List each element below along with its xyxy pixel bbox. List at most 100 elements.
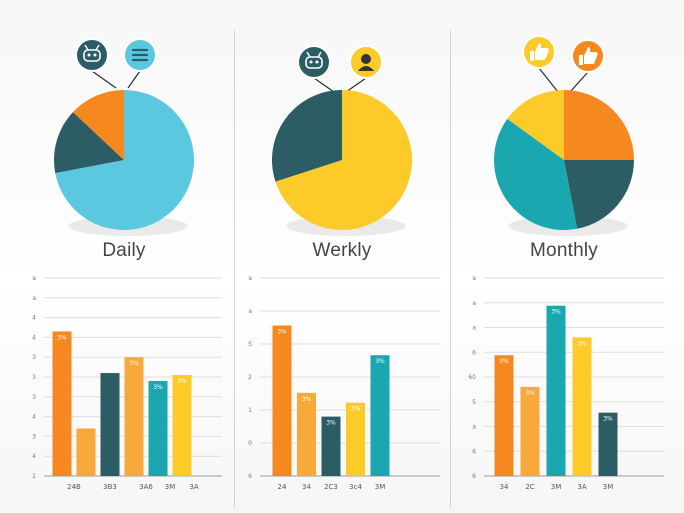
bar-data-label: 3% (375, 358, 385, 365)
bar-2 (520, 386, 540, 476)
y-tick-label: 6 (472, 349, 476, 356)
bar-5 (148, 380, 168, 476)
bar-data-label: 3% (525, 390, 535, 397)
pie-slice-1 (564, 90, 634, 160)
icon-connector-line (345, 77, 367, 93)
thumbs-up-icon (522, 35, 556, 69)
bar-2 (297, 392, 316, 476)
y-tick-label: a (32, 295, 36, 302)
panel-divider-right (450, 30, 451, 508)
bar-data-label: 3% (351, 406, 361, 413)
daily-bar-chart: a a 4 4 3 3 3 4 3 4 1 3% 3% 3% 3% 24B 3B3 3A6 3M 3A (32, 275, 222, 491)
x-tick-label: 24 (278, 483, 287, 491)
pie-slice-1 (275, 90, 412, 230)
bar-data-label: 3% (326, 420, 336, 427)
daily-panel: Daily a a 4 4 3 3 3 4 3 4 1 3% 3% 3% 3% 24B 3B3 3A6 3M 3A (14, 0, 234, 513)
menu-lines-icon (123, 38, 157, 72)
bar-data-label: 3% (603, 416, 613, 423)
bar-1 (494, 355, 514, 476)
bar-data-label: 3% (499, 358, 509, 365)
x-tick-label: 34 (500, 483, 509, 491)
bar-1 (272, 325, 292, 476)
icon-connector-line (313, 77, 335, 93)
pie-slice-2 (272, 90, 342, 182)
daily-title: Daily (102, 240, 146, 261)
x-tick-label: 3c4 (349, 483, 362, 491)
monthly-pie-chart (494, 35, 634, 236)
robot-icon (297, 45, 331, 79)
bar-2 (76, 428, 96, 476)
bar-data-label: 3% (153, 384, 163, 391)
bar-1 (52, 331, 72, 476)
x-tick-label: 3M (551, 483, 562, 491)
y-tick-label: 1 (32, 473, 36, 480)
x-tick-label: 3B3 (103, 483, 117, 491)
x-tick-label: 34 (302, 483, 311, 491)
bar-3 (321, 416, 341, 476)
monthly-bar-chart: a a a 6 60 5 a 6 6 3% 3% 3% 3% 3% 34 2C 3M 3A 3M (468, 275, 664, 491)
weekly-bar-chart: a a 5 2 1 0 6 3% 3% 3% 3% 3% 24 34 2C3 3c4 3M (248, 275, 440, 491)
bar-3 (546, 305, 566, 476)
thumbs-up-icon (571, 39, 605, 73)
bar-5 (370, 355, 390, 476)
x-tick-label: 3A6 (139, 483, 153, 491)
y-tick-label: 1 (248, 407, 252, 414)
bar-data-label: 3% (277, 329, 287, 336)
bar-data-label: 3% (302, 396, 312, 403)
bar-4 (346, 402, 365, 476)
bar-5 (598, 412, 618, 476)
y-tick-label: 3 (32, 433, 36, 440)
y-tick-label: 4 (32, 414, 36, 421)
bar-data-label: 3% (57, 334, 67, 341)
pie-slice-4 (507, 90, 564, 160)
x-tick-label: 24B (67, 483, 81, 491)
y-tick-label: 5 (472, 399, 476, 406)
y-tick-label: a (248, 275, 252, 282)
bar-3 (100, 373, 120, 476)
weekly-panel: Werkly a a 5 2 1 0 6 3% 3% 3% 3% 3% 24 34 2C3 3c4 3M (232, 0, 452, 513)
icon-connector-line (538, 67, 559, 93)
x-tick-label: 3M (165, 483, 176, 491)
x-tick-label: 3M (375, 483, 386, 491)
y-tick-label: 4 (32, 453, 36, 460)
y-tick-label: a (248, 308, 252, 315)
y-tick-label: 3 (32, 394, 36, 401)
x-tick-label: 3A (577, 483, 586, 491)
pie-slice-2 (564, 160, 634, 229)
y-tick-label: 4 (32, 315, 36, 322)
bar-data-label: 3% (577, 340, 587, 347)
icon-connector-line (569, 71, 589, 93)
bar-data-label: 3% (129, 360, 139, 367)
bar-data-label: 3% (177, 378, 187, 385)
x-tick-label: 2C3 (324, 483, 338, 491)
weekly-pie-chart (272, 45, 412, 236)
icon-connector-line (127, 70, 141, 89)
pie-slice-1 (55, 90, 194, 231)
y-tick-label: 3 (32, 354, 36, 361)
y-tick-label: 6 (472, 448, 476, 455)
y-tick-label: a (472, 300, 476, 307)
y-tick-label: 0 (248, 440, 252, 447)
bar-6 (172, 375, 192, 476)
pie-slice-3 (494, 118, 578, 230)
monthly-title: Monthly (530, 240, 598, 261)
y-tick-label: 60 (468, 374, 476, 381)
y-tick-label: 6 (472, 473, 476, 480)
robot-icon (75, 38, 109, 72)
x-tick-label: 3A (189, 483, 198, 491)
pie-slice-3 (72, 90, 124, 160)
y-tick-label: a (472, 325, 476, 332)
daily-pie-chart (53, 38, 194, 236)
y-tick-label: 5 (248, 341, 252, 348)
bar-data-label: 3% (551, 309, 561, 316)
y-tick-label: a (32, 275, 36, 282)
y-tick-label: 3 (32, 374, 36, 381)
x-tick-label: 3M (603, 483, 614, 491)
y-tick-label: a (472, 275, 476, 282)
panel-divider-left (234, 30, 235, 508)
weekly-title: Werkly (312, 240, 372, 261)
y-tick-label: a (472, 424, 476, 431)
y-tick-label: 6 (248, 473, 252, 480)
monthly-panel: Monthly a a a 6 60 5 a 6 6 3% 3% 3% 3% 3% 34 2C 3M 3A 3M (454, 0, 674, 513)
y-tick-label: 2 (248, 374, 252, 381)
